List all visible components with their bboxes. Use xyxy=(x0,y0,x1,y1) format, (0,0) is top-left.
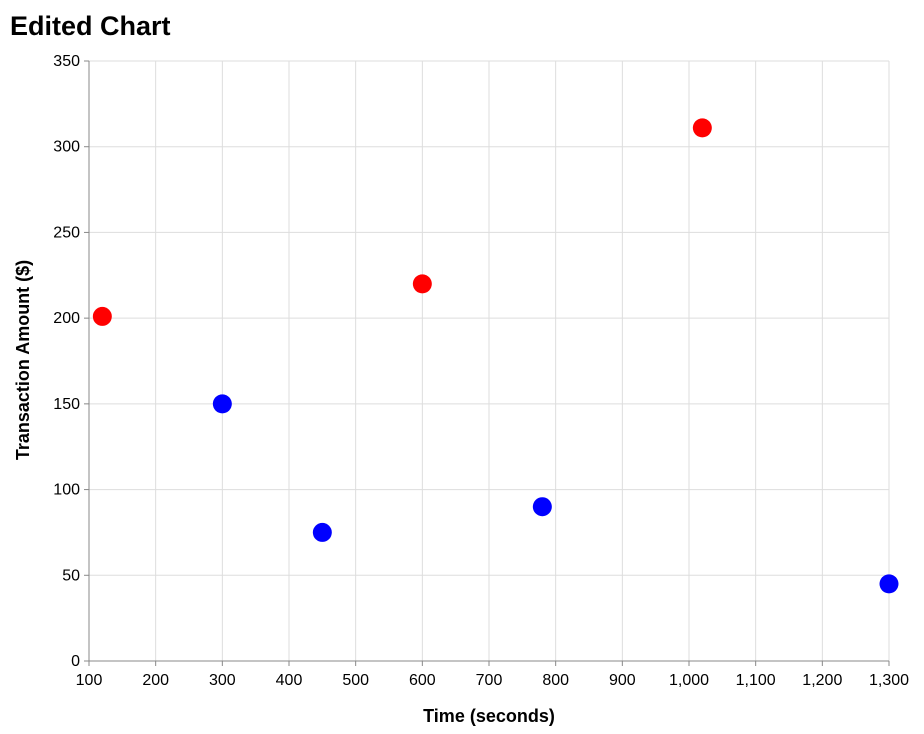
y-tick-label: 0 xyxy=(71,653,80,670)
scatter-point xyxy=(92,306,112,326)
scatter-point xyxy=(692,118,712,138)
y-tick-label: 50 xyxy=(62,567,80,584)
x-tick-label: 1,200 xyxy=(802,672,842,689)
grid-lines xyxy=(88,60,890,662)
scatter-point xyxy=(879,574,899,594)
x-tick-label: 500 xyxy=(342,672,369,689)
scatter-point xyxy=(312,522,332,542)
x-tick-label: 800 xyxy=(542,672,569,689)
x-tick-label: 900 xyxy=(609,672,636,689)
y-axis-title: Transaction Amount ($) xyxy=(13,260,33,460)
y-tick-label: 250 xyxy=(53,224,80,241)
x-tick-label: 700 xyxy=(476,672,503,689)
chart-title: Edited Chart xyxy=(10,11,171,41)
x-axis-title: Time (seconds) xyxy=(423,706,555,726)
y-tick-label: 350 xyxy=(53,53,80,70)
x-tick-label: 600 xyxy=(409,672,436,689)
y-axis-tick-labels: 0 50 100 150 200 250 300 350 xyxy=(53,53,80,670)
scatter-point xyxy=(532,497,552,517)
x-tick-label: 1,000 xyxy=(669,672,709,689)
x-tick-label: 100 xyxy=(76,672,103,689)
y-tick-label: 100 xyxy=(53,482,80,499)
x-tick-label: 400 xyxy=(276,672,303,689)
x-tick-label: 200 xyxy=(142,672,169,689)
y-tick-label: 200 xyxy=(53,310,80,327)
x-axis-tick-labels: 100 200 300 400 500 600 700 800 900 1,000 1,100 1,2… xyxy=(76,672,909,689)
axes xyxy=(84,60,890,666)
y-tick-label: 300 xyxy=(53,139,80,156)
x-tick-label: 300 xyxy=(209,672,236,689)
scatter-point xyxy=(412,274,432,294)
data-points xyxy=(92,118,899,594)
scatter-point xyxy=(212,394,232,414)
y-tick-label: 150 xyxy=(53,396,80,413)
x-tick-label: 1,300 xyxy=(869,672,909,689)
x-tick-label: 1,100 xyxy=(736,672,776,689)
